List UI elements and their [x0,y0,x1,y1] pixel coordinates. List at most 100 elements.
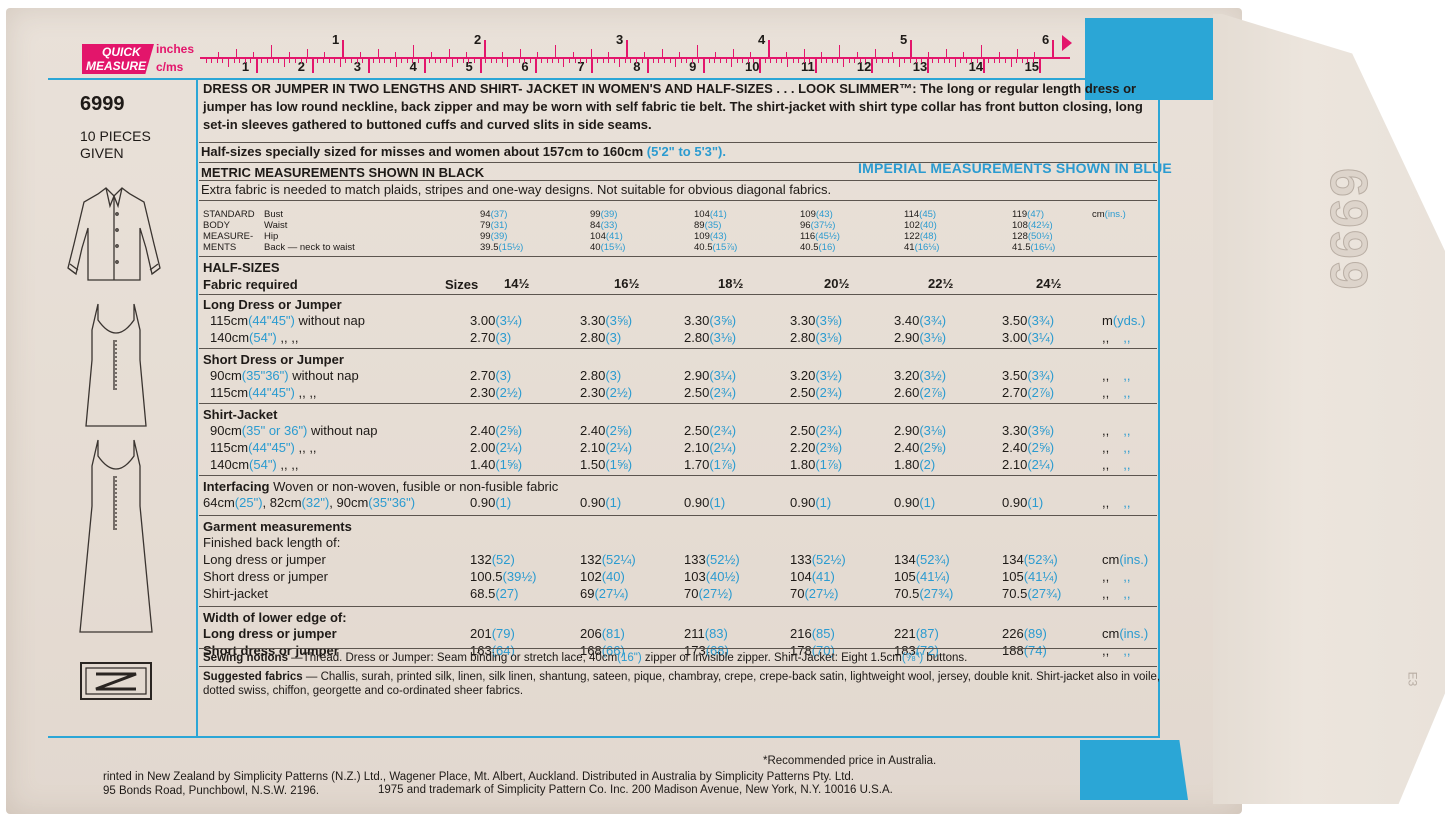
ruler-mm-tick [295,57,297,63]
ruler-mm-tick [283,57,285,67]
unit-cell: m(yds.) [1102,313,1145,329]
suggested-fabrics: Suggested fabrics — Challis, surah, prin… [203,670,1163,698]
fabric-required-label: Fabric required [203,277,298,292]
metric-value: 2.80 [580,368,606,383]
metric-value: 163 [470,643,492,658]
sewing-notions-imperial: (16") [617,652,642,664]
metric-value: 2.40 [470,423,496,438]
sewing-notions-imperial: (⅝") [901,652,924,664]
ruler-mm-tick [664,57,666,63]
unit-metric: ,, [1102,457,1110,472]
metric-value: 2.50 [684,385,710,400]
ruler-mm-tick [541,57,543,63]
ruler-mm-tick [557,57,559,63]
metric-value: 221 [894,626,916,641]
sewing-notions-text: zipper or invisible zipper. Shirt-Jacket… [641,652,902,664]
body-measurement-value: 116(45½) [800,231,840,242]
imperial-value: (15½) [498,242,524,253]
ruler-mm-tick [1010,57,1012,67]
body-measurement-value: 119(47) [1012,209,1044,220]
imperial-value: (1⅞) [709,457,737,472]
fabric-value: 206(81) [580,626,625,642]
body-measurement-value: 104(41) [590,231,623,242]
ruler-inch-subtick [253,52,255,57]
ruler-mm-tick [882,57,884,63]
printed-in-note: rinted in New Zealand by Simplicity Patt… [103,770,854,798]
ruler-mm-tick [289,57,291,63]
ruler-mm-tick [529,57,531,63]
imperial-value: (3¼) [1027,330,1055,345]
ruler-mm-tick [339,57,341,67]
fabric-value: 2.50(2¾) [684,423,736,439]
ruler-cm-number: 5 [465,59,473,74]
ruler-cm-tick [311,57,314,73]
interfacing-desc: Woven or non-woven, fusible or non-fusib… [269,479,559,494]
imperial-value: (52¾) [1023,552,1058,567]
fabric-value: 133(52½) [790,552,846,568]
imperial-value: (15¾) [600,242,626,253]
fabric-value: 2.40(2⅝) [1002,440,1054,456]
unit-cell: ,,,, [1102,457,1130,473]
ruler-mm-tick [669,57,671,63]
fabric-value: 2.70(3) [470,368,511,384]
ruler-mm-tick [378,57,380,63]
ruler-mm-tick [714,57,716,63]
divider [199,648,1157,649]
ruler-mm-tick [691,57,693,63]
width-title: Width of lower edge of: [203,610,347,625]
imperial-value: (87) [915,626,939,641]
fabric-value: 163(64) [470,643,515,659]
imperial-value: (1) [815,495,832,510]
ruler-mm-tick [568,57,570,63]
imperial-value: (3⅝) [815,313,843,328]
metric-value: 2.70 [470,368,496,383]
label-rest: without nap [288,368,359,383]
sewing-notions-text: —Thread. Dress or Jumper: Seam binding o… [287,652,618,664]
imperial-value: (41) [709,209,727,220]
measurement-hip: Hip [264,231,279,242]
pattern-description: DRESS OR JUMPER IN TWO LENGTHS AND SHIRT… [203,80,1158,134]
ruler-mm-tick [943,57,945,63]
imperial-value: (3¾) [1027,368,1055,383]
fabric-value: 2.40(2⅝) [470,423,522,439]
metric-value: 39.5 [480,242,499,253]
ruler-cm-tick [535,57,538,73]
half-sizes-note-imperial: (5'2" to 5'3"). [646,144,726,159]
printed-line-1: rinted in New Zealand by Simplicity Patt… [103,771,855,783]
metric-value: 0.90 [1002,495,1028,510]
metric-value: 3.30 [580,313,606,328]
ruler-mm-tick [462,57,464,63]
interfacing-width-metric: , 82cm [262,495,302,510]
metric-value: 69 [580,586,595,601]
imperial-value: (3⅝) [1027,423,1055,438]
sewing-notions-text: buttons. [923,652,968,664]
ruler-mm-tick [809,57,811,63]
ruler-cm-tick [870,57,873,73]
ruler-cm-tick [703,57,706,73]
imperial-value: (2⅝) [919,440,947,455]
ruler-mm-tick [485,57,487,63]
metric-value: 100.5 [470,569,503,584]
metric-value: 1.70 [684,457,710,472]
fabric-value: 132(52¼) [580,552,636,568]
ruler-mm-tick [1005,57,1007,63]
imperial-value: (27¾) [919,586,954,601]
ruler-mm-tick [429,57,431,63]
imperial-value: (27¼) [594,586,629,601]
metric-value: 211 [684,626,705,641]
metric-value: 105 [1002,569,1024,584]
label-rest: ,, ,, [294,440,317,455]
ruler-mm-tick [345,57,347,63]
imperial-value: (3) [605,368,622,383]
metric-value: 79 [480,220,491,231]
unit-cell: ,,,, [1102,440,1130,456]
unit-imperial: (ins.) [1119,552,1149,567]
garment-subtitle: Finished back length of: [203,535,341,550]
fabric-value: 2.10(2¼) [684,440,736,456]
imperial-value: (66) [601,643,625,658]
imperial-value: (16⅛) [914,242,940,253]
body-measurement-value: 39.5(15½) [480,242,523,253]
imperial-value: (3⅛) [709,330,737,345]
imperial-value: (2¾) [815,423,843,438]
metric-value: 104 [590,231,606,242]
